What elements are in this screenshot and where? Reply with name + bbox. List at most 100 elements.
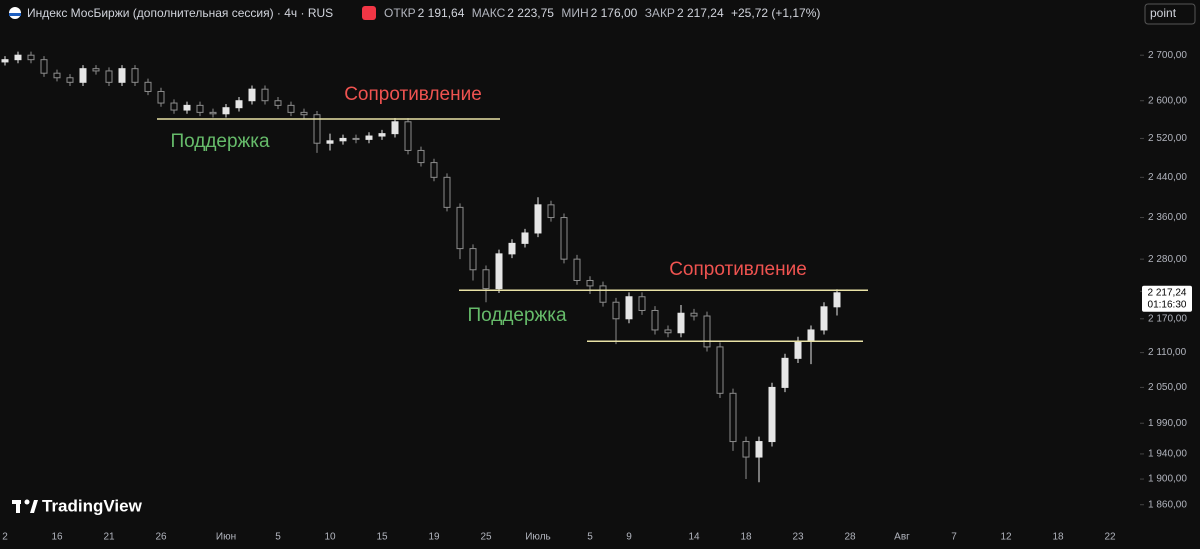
candle-body <box>638 296 646 311</box>
candle-body <box>508 242 516 255</box>
candle-body <box>144 81 152 92</box>
candle-body <box>703 315 711 348</box>
candle-body <box>742 441 750 458</box>
x-tick-label: Июль <box>525 532 551 543</box>
candle-body <box>248 88 256 102</box>
candle-body <box>482 269 490 290</box>
candle-body <box>326 140 334 144</box>
y-tick-label: 2 700,00 <box>1148 50 1187 61</box>
x-tick-label: 19 <box>428 532 440 543</box>
x-tick-label: Авг <box>894 532 910 543</box>
candle-body <box>313 114 321 144</box>
candle-body <box>534 204 542 234</box>
exchange-icon <box>362 6 376 20</box>
legend-label: ОТКР <box>384 6 416 20</box>
scale-button-label[interactable]: point <box>1150 6 1177 20</box>
scale-button[interactable] <box>1144 3 1196 25</box>
y-tick-label: 2 520,00 <box>1148 133 1187 144</box>
candle-body <box>820 306 828 331</box>
y-tick-label: 1 860,00 <box>1148 499 1187 510</box>
legend-label: МИН <box>561 6 588 20</box>
y-tick-label: 2 360,00 <box>1148 212 1187 223</box>
candle-body <box>560 217 568 260</box>
x-tick-label: 14 <box>688 532 700 543</box>
candle-body <box>807 329 815 342</box>
x-tick-label: 5 <box>275 532 281 543</box>
y-tick-label: 2 600,00 <box>1148 95 1187 106</box>
y-tick-label: 1 940,00 <box>1148 449 1187 460</box>
candle-body <box>92 68 100 72</box>
candle-body <box>53 72 61 79</box>
candle-body <box>456 206 464 250</box>
legend-change: +25,72 (+1,17%) <box>731 6 820 20</box>
candle-body <box>521 232 529 244</box>
candle-body <box>365 135 373 140</box>
candle-body <box>625 296 633 320</box>
annotation: Сопротивление <box>669 259 807 280</box>
plot <box>1 51 841 483</box>
candle-body <box>469 248 477 271</box>
ohlc-legend: ОТКР 2 191,64 МАКС 2 223,75 МИН 2 176,00 ЗА… <box>384 6 820 20</box>
chart-title: Индекс МосБиржи (дополнительная сессия) … <box>27 6 333 20</box>
candle-body <box>170 102 178 111</box>
x-tick-label: 22 <box>1104 532 1116 543</box>
candle-body <box>14 54 22 61</box>
annotation: Поддержка <box>170 131 270 152</box>
candle-body <box>1 59 9 63</box>
candle-body <box>66 77 74 83</box>
candle-body <box>573 258 581 281</box>
x-tick-label: 15 <box>376 532 388 543</box>
price-tag <box>1142 285 1192 312</box>
annotation: Сопротивление <box>344 84 482 105</box>
legend-value: 2 217,24 <box>677 6 724 20</box>
x-tick-label: Июн <box>216 532 236 543</box>
candle-body <box>651 309 659 331</box>
y-tick-label: 2 110,00 <box>1148 347 1187 358</box>
candle-body <box>768 386 776 443</box>
price-tag-label: 2 217,24 <box>1148 287 1187 298</box>
legend-value: 2 191,64 <box>418 6 465 20</box>
candle-body <box>586 279 594 287</box>
y-tick-label: 2 440,00 <box>1148 172 1187 183</box>
x-tick-label: 26 <box>155 532 167 543</box>
candle-body <box>157 90 165 104</box>
candle-body <box>196 104 204 113</box>
candle-body <box>755 441 763 458</box>
legend-value: 2 223,75 <box>507 6 554 20</box>
candle-body <box>79 68 87 83</box>
candle-body <box>547 204 555 219</box>
candle-body <box>300 111 308 116</box>
annotation: Поддержка <box>467 305 567 326</box>
x-tick-label: 18 <box>1052 532 1064 543</box>
y-tick-label: 2 170,00 <box>1148 313 1187 324</box>
candle-body <box>781 357 789 388</box>
candle-body <box>378 133 386 137</box>
candle-body <box>664 329 672 334</box>
x-tick-label: 7 <box>951 532 957 543</box>
candle-body <box>274 100 282 106</box>
x-tick-label: 10 <box>324 532 336 543</box>
legend-value: 2 176,00 <box>591 6 638 20</box>
candle-body <box>27 54 35 61</box>
logo-shape <box>24 499 30 505</box>
candle-body <box>352 137 360 140</box>
candle-body <box>40 59 48 74</box>
brand-logo: TradingView <box>12 496 143 515</box>
x-tick-label: 18 <box>740 532 752 543</box>
candle-body <box>183 104 191 111</box>
candle-body <box>235 100 243 109</box>
candle-body <box>612 301 620 320</box>
candle-body <box>131 68 139 83</box>
y-tick-label: 2 050,00 <box>1148 382 1187 393</box>
candle-body <box>209 111 217 115</box>
x-tick-label: 28 <box>844 532 856 543</box>
y-tick-label: 1 900,00 <box>1148 474 1187 485</box>
y-tick-label: 1 990,00 <box>1148 418 1187 429</box>
x-tick-label: 21 <box>103 532 115 543</box>
candle-body <box>391 121 399 135</box>
x-tick-label: 25 <box>480 532 492 543</box>
x-tick-label: 12 <box>1000 532 1012 543</box>
